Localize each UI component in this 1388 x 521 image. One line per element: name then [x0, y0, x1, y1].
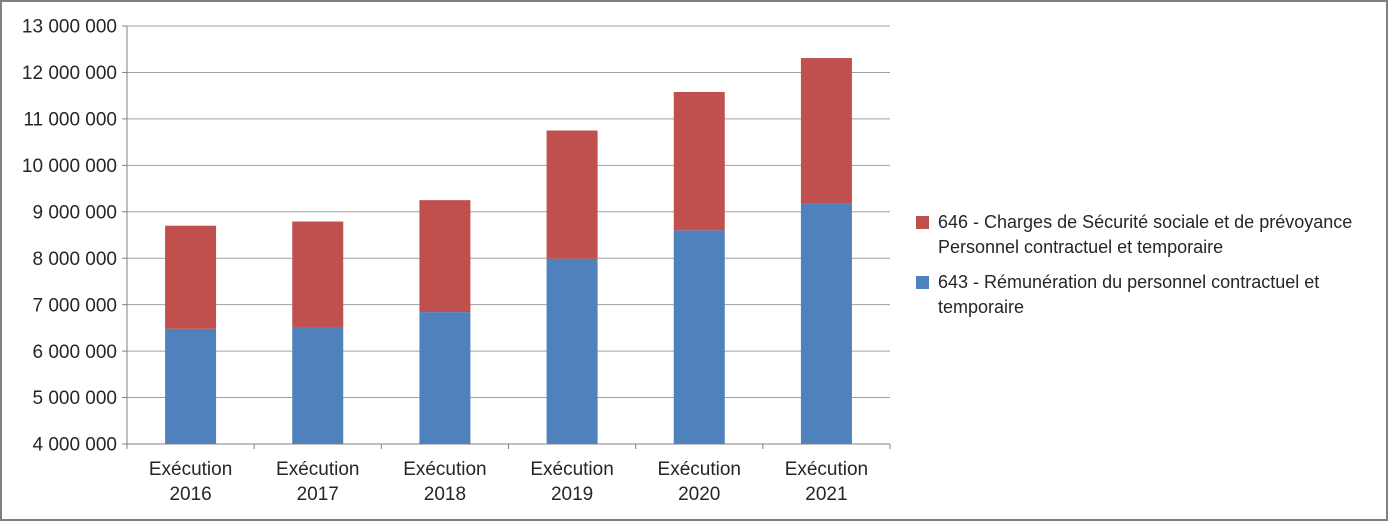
x-axis-label: 2016: [169, 484, 211, 505]
x-axis-label: 2017: [297, 484, 339, 505]
legend: 646 - Charges de Sécurité sociale et de …: [916, 210, 1386, 330]
y-axis-label: 5 000 000: [32, 388, 117, 409]
legend-label-646: 646 - Charges de Sécurité sociale et de …: [938, 210, 1352, 260]
bar-segment-643-2018[interactable]: [419, 312, 471, 444]
x-axis-label: Exécution: [403, 459, 486, 480]
legend-label-646-line1: 646 - Charges de Sécurité sociale et de …: [938, 212, 1353, 232]
legend-marker-643-icon: [916, 276, 929, 289]
bar-segment-643-2016[interactable]: [165, 328, 217, 444]
legend-label-643-line1: 643 - Rémunération du personnel contract…: [938, 272, 1320, 292]
bar-segment-646-2020[interactable]: [673, 91, 725, 231]
y-axis-label: 6 000 000: [32, 342, 117, 363]
bar-segment-643-2021[interactable]: [800, 203, 852, 444]
x-axis-label: 2021: [805, 484, 847, 505]
x-axis-label: Exécution: [530, 459, 613, 480]
x-axis-label: Exécution: [658, 459, 741, 480]
y-axis-label: 4 000 000: [32, 435, 117, 456]
bar-segment-646-2016[interactable]: [165, 225, 217, 329]
legend-item-646[interactable]: 646 - Charges de Sécurité sociale et de …: [916, 210, 1386, 260]
y-axis-label: 12 000 000: [22, 63, 117, 84]
x-axis-label: 2018: [424, 484, 466, 505]
x-axis-label: Exécution: [785, 459, 868, 480]
y-axis-label: 9 000 000: [32, 202, 117, 223]
bar-segment-646-2017[interactable]: [292, 221, 344, 327]
x-axis-label: 2020: [678, 484, 720, 505]
y-axis-label: 8 000 000: [32, 249, 117, 270]
bar-segment-643-2019[interactable]: [546, 258, 598, 444]
x-axis-label: 2019: [551, 484, 593, 505]
x-axis-label: Exécution: [149, 459, 232, 480]
bar-segment-646-2019[interactable]: [546, 130, 598, 259]
legend-label-643-line2: temporaire: [938, 297, 1025, 317]
bar-segment-643-2020[interactable]: [673, 230, 725, 444]
bar-segment-643-2017[interactable]: [292, 326, 344, 444]
bar-segment-646-2018[interactable]: [419, 200, 471, 313]
legend-label-643: 643 - Rémunération du personnel contract…: [938, 270, 1319, 320]
y-axis-label: 13 000 000: [22, 17, 117, 38]
x-axis-label: Exécution: [276, 459, 359, 480]
bar-segment-646-2021[interactable]: [800, 58, 852, 204]
y-axis-label: 7 000 000: [32, 295, 117, 316]
legend-marker-646-icon: [916, 216, 929, 229]
y-axis-label: 11 000 000: [23, 110, 117, 131]
y-axis-label: 10 000 000: [22, 156, 117, 177]
legend-label-646-line2: Personnel contractuel et temporaire: [938, 237, 1224, 257]
legend-item-643[interactable]: 643 - Rémunération du personnel contract…: [916, 270, 1386, 320]
